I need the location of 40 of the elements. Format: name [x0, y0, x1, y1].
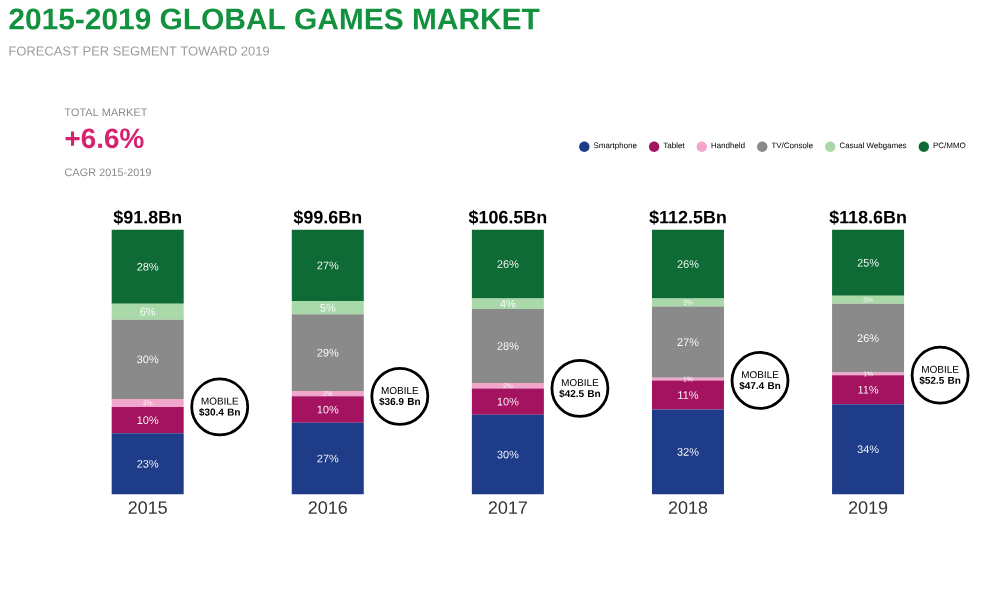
x-tick-label: 2018 — [668, 501, 708, 514]
bar — [111, 229, 184, 304]
bar — [471, 388, 544, 415]
bar — [291, 422, 364, 495]
bar — [291, 301, 364, 315]
bar — [111, 433, 184, 495]
chart-title: 2015-2019 GLOBAL GAMES MARKET — [9, 8, 540, 30]
bar — [291, 391, 364, 397]
bar — [291, 314, 364, 392]
text: $99.6Bn — [293, 210, 362, 225]
text: +6.6% — [65, 128, 144, 149]
bar — [471, 309, 544, 384]
text: $118.6Bn — [829, 210, 906, 225]
bar — [832, 375, 905, 405]
bar — [111, 398, 184, 407]
bar — [651, 409, 724, 495]
text: $106.5Bn — [468, 210, 547, 225]
bar — [471, 229, 544, 299]
bar — [651, 229, 724, 299]
bar — [832, 295, 905, 304]
text: $112.5Bn — [649, 210, 726, 225]
bar — [471, 383, 544, 389]
x-tick-label: 2019 — [849, 501, 888, 514]
bar — [291, 229, 364, 302]
x-tick-label: 2015 — [128, 501, 167, 514]
x-tick-label: 2017 — [488, 501, 527, 514]
bar — [832, 404, 905, 495]
bar — [651, 380, 724, 410]
bar — [832, 303, 905, 373]
text: $91.8Bn — [113, 210, 181, 225]
bar — [651, 306, 724, 378]
bar — [832, 229, 905, 296]
bar — [291, 396, 364, 423]
x-tick-label: 2016 — [308, 501, 347, 514]
bar — [471, 414, 544, 495]
bar — [111, 319, 184, 399]
bar — [651, 298, 724, 307]
bar — [471, 298, 544, 310]
bar — [111, 303, 184, 320]
bar — [111, 406, 184, 434]
